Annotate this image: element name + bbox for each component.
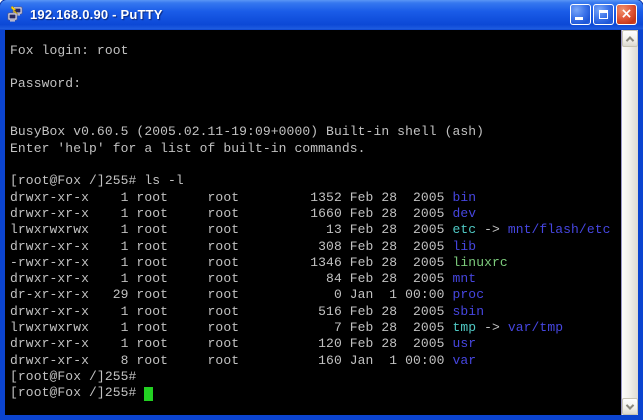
terminal-text: Enter 'help' for a list of built-in comm… [10, 140, 366, 156]
terminal-line: lrwxrwxrwx 1 root root 7 Feb 28 2005 tmp… [10, 320, 621, 336]
terminal-line [10, 108, 621, 124]
window-title: 192.168.0.90 - PuTTY [30, 6, 163, 22]
terminal-text: drwxr-xr-x 1 root root 120 Feb 28 2005 [10, 336, 453, 352]
titlebar[interactable]: 192.168.0.90 - PuTTY × [0, 0, 643, 30]
minimize-icon [575, 16, 583, 20]
terminal-line: BusyBox v0.60.5 (2005.02.11-19:09+0000) … [10, 124, 621, 140]
terminal-text: linuxrc [452, 254, 508, 270]
scrollbar-track[interactable] [622, 47, 638, 398]
terminal-line: [root@Fox /]255# [10, 385, 621, 402]
terminal-text: drwxr-xr-x 1 root root 1660 Feb 28 2005 [10, 205, 453, 221]
scroll-down-button[interactable] [622, 398, 638, 415]
maximize-button[interactable] [593, 3, 614, 25]
terminal-line: drwxr-xr-x 8 root root 160 Jan 1 00:00 v… [10, 353, 621, 369]
terminal-text: var/tmp [507, 320, 564, 336]
terminal-text: dr-xr-xr-x 29 root root 0 Jan 1 00:00 [10, 287, 453, 303]
chevron-down-icon [625, 400, 635, 410]
terminal-line: lrwxrwxrwx 1 root root 13 Feb 28 2005 et… [10, 222, 621, 238]
terminal-text: dev [452, 205, 477, 221]
window-buttons: × [570, 3, 637, 25]
terminal-line: Password: [10, 76, 621, 92]
terminal-line: drwxr-xr-x 1 root root 1352 Feb 28 2005 … [10, 190, 621, 206]
terminal-text: Password: [10, 75, 82, 91]
terminal-text: etc [452, 222, 477, 238]
terminal-text: proc [452, 287, 485, 303]
terminal-text: Fox login: root [10, 43, 129, 58]
terminal-cursor [144, 387, 154, 402]
terminal-text: bin [452, 189, 477, 205]
terminal-line [10, 59, 621, 75]
terminal-text: mnt [452, 271, 477, 287]
putty-app-icon [7, 5, 25, 23]
terminal-line [10, 92, 621, 108]
terminal-text: -rwxr-xr-x 1 root root 1346 Feb 28 2005 [10, 254, 453, 270]
terminal-text: [root@Fox /]255# ls -l [10, 173, 184, 189]
minimize-button[interactable] [570, 3, 591, 25]
terminal-text: drwxr-xr-x 1 root root 516 Feb 28 2005 [10, 303, 453, 319]
terminal-text: [root@Fox /]255# [10, 368, 137, 384]
maximize-icon [599, 9, 608, 19]
terminal-text: tmp [452, 320, 477, 336]
terminal-text: mnt/flash/etc [507, 222, 611, 238]
terminal-text: BusyBox v0.60.5 (2005.02.11-19:09+0000) … [10, 124, 485, 140]
terminal-line [10, 157, 621, 173]
terminal-line: Enter 'help' for a list of built-in comm… [10, 141, 621, 157]
terminal-line: [root@Fox /]255# [10, 369, 621, 385]
terminal-text: var [452, 352, 477, 368]
terminal-text: drwxr-xr-x 8 root root 160 Jan 1 00:00 [10, 352, 453, 368]
window-client-area: Fox login: root Password: BusyBox v0.60.… [5, 30, 638, 415]
terminal-line: drwxr-xr-x 1 root root 1660 Feb 28 2005 … [10, 206, 621, 222]
close-icon: × [620, 5, 633, 22]
terminal-text: [root@Fox /]255# [10, 385, 145, 401]
scroll-up-button[interactable] [622, 30, 638, 47]
terminal-line: Fox login: root [10, 43, 621, 59]
terminal-text: drwxr-xr-x 1 root root 84 Feb 28 2005 [10, 271, 453, 287]
terminal-line: drwxr-xr-x 1 root root 120 Feb 28 2005 u… [10, 336, 621, 352]
terminal-text: sbin [452, 303, 485, 319]
terminal-line: drwxr-xr-x 1 root root 308 Feb 28 2005 l… [10, 239, 621, 255]
terminal-screen[interactable]: Fox login: root Password: BusyBox v0.60.… [5, 30, 621, 415]
terminal-line: [root@Fox /]255# ls -l [10, 173, 621, 189]
terminal-line: -rwxr-xr-x 1 root root 1346 Feb 28 2005 … [10, 255, 621, 271]
terminal-text: usr [452, 336, 477, 352]
terminal-text: drwxr-xr-x 1 root root 1352 Feb 28 2005 [10, 189, 453, 205]
terminal-text: -> [476, 320, 508, 336]
close-button[interactable]: × [616, 3, 637, 25]
terminal-line: dr-xr-xr-x 29 root root 0 Jan 1 00:00 pr… [10, 287, 621, 303]
terminal-line: drwxr-xr-x 1 root root 516 Feb 28 2005 s… [10, 304, 621, 320]
terminal-line: drwxr-xr-x 1 root root 84 Feb 28 2005 mn… [10, 271, 621, 287]
chevron-up-icon [625, 35, 635, 45]
terminal-text: -> [476, 222, 508, 238]
terminal-text: lrwxrwxrwx 1 root root 7 Feb 28 2005 [10, 320, 453, 336]
scrollbar[interactable] [621, 30, 638, 415]
terminal-text: lib [452, 238, 477, 254]
terminal-text: lrwxrwxrwx 1 root root 13 Feb 28 2005 [10, 222, 453, 238]
terminal-text: drwxr-xr-x 1 root root 308 Feb 28 2005 [10, 238, 453, 254]
